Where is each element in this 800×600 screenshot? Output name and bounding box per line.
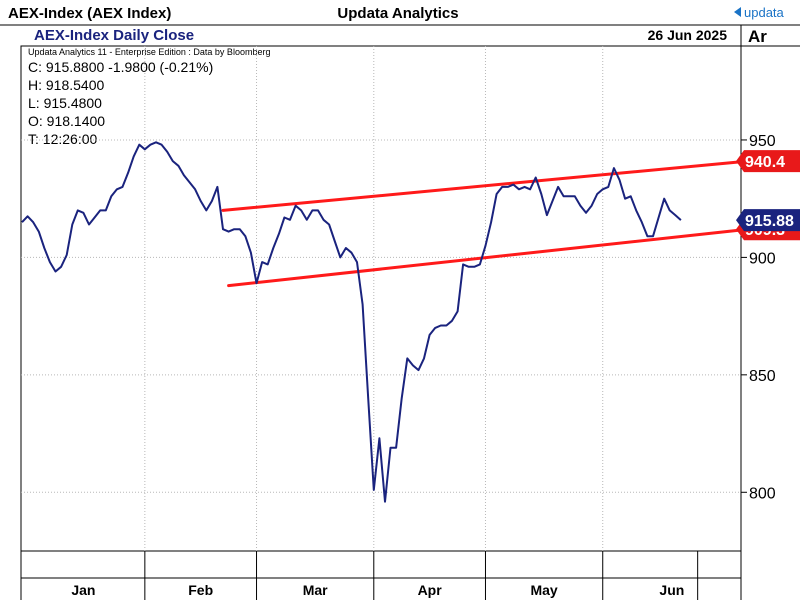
window-title: AEX-Index (AEX Index): [8, 5, 171, 22]
month-label: Mar: [303, 582, 328, 598]
month-label: Jan: [71, 582, 95, 598]
trend-channel: [221, 159, 750, 288]
month-label: Apr: [418, 582, 443, 598]
last-price-label: 915.88: [745, 213, 794, 230]
price-labels: 940.4909.3915.88: [736, 150, 800, 241]
y-tick-label: 800: [749, 485, 776, 502]
app-title: Updata Analytics: [337, 5, 458, 22]
credit-text: Updata Analytics 11 - Enterprise Edition…: [28, 47, 270, 57]
open-value: O: 918.1400: [28, 113, 105, 129]
channel-lower-line: [227, 227, 750, 288]
price-axis: 800 850 900 950: [741, 133, 776, 502]
updata-logo-icon: [734, 7, 741, 17]
chart-date: 26 Jun 2025: [648, 27, 728, 43]
last-price-label-tag: [736, 209, 800, 232]
gridlines: [21, 46, 741, 551]
axis-scale-label: Ar: [748, 27, 767, 46]
channel-upper-value-label-tag: [736, 150, 800, 173]
header-bar: [0, 0, 800, 25]
chart-title: AEX-Index Daily Close: [34, 27, 194, 44]
plot-frame: [20, 45, 742, 579]
channel-upper-value-label: 940.4: [745, 154, 785, 171]
month-axis: Jan Feb Mar Apr May Jun: [71, 551, 699, 600]
y-tick-label: 950: [749, 133, 776, 150]
time-value: T: 12:26:00: [28, 131, 97, 147]
close-price-line: [21, 141, 682, 503]
high-value: H: 918.5400: [28, 77, 104, 93]
updata-logo: updata: [734, 5, 785, 20]
y-tick-label: 850: [749, 368, 776, 385]
month-label: Jun: [659, 582, 684, 598]
price-series: [21, 141, 682, 503]
month-label: May: [530, 582, 557, 598]
ohlc-panel: Updata Analytics 11 - Enterprise Edition…: [28, 47, 270, 147]
close-value: C: 915.8800 -1.9800 (-0.21%): [28, 59, 213, 75]
low-value: L: 915.4800: [28, 95, 102, 111]
month-label: Feb: [188, 582, 213, 598]
y-tick-label: 900: [749, 250, 776, 267]
channel-upper-line: [221, 159, 750, 212]
brand-name: updata: [744, 5, 785, 20]
